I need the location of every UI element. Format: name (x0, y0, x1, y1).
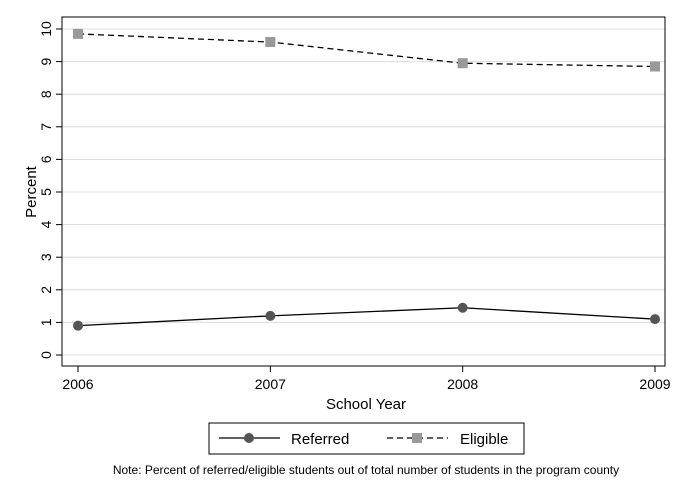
legend-eligible-label: Eligible (460, 431, 508, 448)
y-tick-label: 8 (38, 90, 54, 98)
x-tick-label: 2006 (62, 376, 93, 392)
legend-referred-label: Referred (291, 431, 349, 448)
y-tick-label: 6 (38, 155, 54, 163)
y-tick-label: 10 (38, 21, 54, 37)
data-point-eligible (457, 58, 468, 69)
series-layer (73, 28, 660, 331)
y-axis-title: Percent (23, 165, 40, 218)
data-point-referred (265, 310, 276, 321)
data-point-eligible (265, 37, 276, 48)
series-line-eligible (77, 33, 656, 68)
chart-note: Note: Percent of referred/eligible stude… (113, 463, 619, 477)
legend: Referred Eligible (208, 422, 525, 455)
x-tick-label: 2007 (255, 376, 286, 392)
y-tick-label: 2 (38, 286, 54, 294)
legend-referred-marker (244, 433, 254, 443)
x-axis-title: School Year (326, 396, 406, 413)
legend-eligible-marker (412, 433, 422, 443)
x-axis: 2006 2007 2008 2009 (62, 366, 671, 392)
x-tick-label: 2009 (639, 376, 670, 392)
data-point-eligible (650, 61, 660, 72)
data-point-referred (457, 302, 468, 313)
y-tick-label: 5 (38, 188, 54, 196)
y-axis: 0 1 2 3 4 5 6 7 8 9 10 (38, 21, 62, 359)
y-tick-label: 4 (38, 220, 54, 228)
data-point-referred (650, 314, 660, 325)
series-line-referred (77, 307, 656, 327)
grid-lines (62, 28, 665, 356)
x-tick-label: 2008 (447, 376, 478, 392)
y-tick-label: 1 (38, 318, 54, 326)
data-point-eligible (73, 28, 83, 39)
y-tick-label: 0 (38, 351, 54, 359)
y-tick-label: 7 (38, 123, 54, 131)
y-tick-label: 9 (38, 57, 54, 65)
y-tick-label: 3 (38, 253, 54, 261)
data-point-referred (73, 320, 83, 331)
